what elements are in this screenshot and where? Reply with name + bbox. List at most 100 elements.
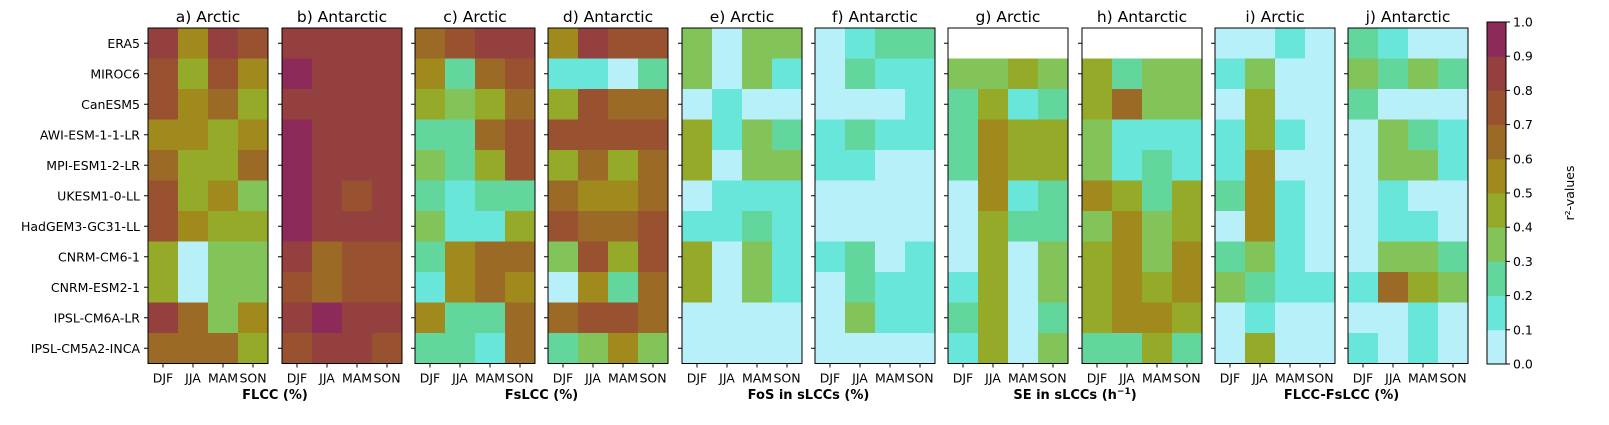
heatmap-cell [815,333,846,364]
heatmap-cell [1348,333,1379,364]
heatmap-cell [282,272,313,303]
heatmap-cell [712,272,743,303]
colorbar-swatch [1487,22,1506,57]
y-tick-label: UKESM1-0-LL [57,188,140,203]
heatmap-cell [1305,302,1336,334]
heatmap-cell [475,272,506,303]
heatmap-cell [208,272,239,303]
panel-10: j) Antarctic DJF JJA MAM SON [1344,8,1469,386]
heatmap-cell [1082,89,1113,120]
heatmap-cell [1038,302,1069,334]
heatmap-cell [548,119,579,151]
heatmap-cell [1275,28,1306,59]
heatmap-cell [178,180,209,212]
heatmap-cell [1275,333,1306,364]
heatmap-cell [772,302,803,334]
heatmap-cell [772,89,803,120]
heatmap-cell [148,150,179,181]
heatmap-cell [712,211,743,242]
heatmap-cell [978,333,1009,364]
heatmap-cell [415,28,446,59]
panel-2: b) Antarctic DJF JJA MAM SON [278,8,403,386]
heatmap-cell [548,333,579,364]
heatmap-cell [475,28,506,59]
heatmap-cell [505,333,536,364]
colorbar-tick-label: 0.7 [1513,117,1533,132]
heatmap-cell [342,89,373,120]
heatmap-cell [1305,241,1336,273]
heatmap-cell [475,119,506,151]
heatmap-cell [948,211,979,242]
heatmap-cell [1008,302,1039,334]
heatmap-cell [1245,150,1276,181]
heatmap-cell [1112,28,1143,59]
heatmap-cell [548,180,579,212]
heatmap-cell [282,211,313,242]
heatmap-cell [342,28,373,59]
heatmap-cell [712,119,743,151]
panel-title: h) Antarctic [1097,8,1187,26]
panel-title: i) Arctic [1245,8,1304,26]
heatmap-cell [208,150,239,181]
heatmap-cell [1082,272,1113,303]
heatmap-cell [1172,241,1203,273]
heatmap-cell [1172,211,1203,242]
heatmap-cell [1172,302,1203,334]
panel-4: d) Antarctic DJF JJA MAM SON [544,8,669,386]
heatmap-cell [1438,333,1469,364]
heatmap-cell [475,180,506,212]
heatmap-cell [772,211,803,242]
heatmap-cell [875,302,906,334]
heatmap-cell [742,150,773,181]
heatmap-cell [1142,58,1173,90]
heatmap-cell [578,180,609,212]
heatmap-cell [815,272,846,303]
colorbar-tick-label: 0.2 [1513,288,1533,303]
heatmap-cell [578,150,609,181]
heatmap-cell [905,28,936,59]
heatmap-cell [282,150,313,181]
heatmap-cell [905,58,936,90]
x-tick-label: DJF [820,371,841,386]
heatmap-cell [548,89,579,120]
heatmap-cell [948,119,979,151]
heatmap-cell [905,272,936,303]
heatmap-cell [1112,180,1143,212]
heatmap-cell [1275,58,1306,90]
heatmap-cell [1408,241,1439,273]
heatmap-cell [505,28,536,59]
heatmap-cell [845,272,876,303]
heatmap-cell [845,58,876,90]
panel-title: d) Antarctic [563,8,653,26]
heatmap-cell [372,89,403,120]
heatmap-cell [1082,150,1113,181]
heatmap-cell [148,241,179,273]
group-label: FLCC-FsLCC (%) [1284,388,1399,403]
heatmap-cell [712,28,743,59]
heatmap-cell [312,302,343,334]
heatmap-cell [815,150,846,181]
heatmap-cell [638,180,669,212]
heatmap-cell [638,89,669,120]
heatmap-cell [978,28,1009,59]
heatmap-cell [1172,28,1203,59]
x-tick-label: DJF [953,371,974,386]
heatmap-cell [1275,302,1306,334]
heatmap-cell [208,241,239,273]
heatmap-cell [815,241,846,273]
heatmap-cell [772,119,803,151]
heatmap-cell [845,150,876,181]
heatmap-cell [608,89,639,120]
heatmap-cell [978,89,1009,120]
y-tick-label: CNRM-ESM2-1 [51,280,140,295]
heatmap-cell [905,241,936,273]
heatmap-cell [578,119,609,151]
heatmap-cell [1348,272,1379,303]
heatmap-cell [742,272,773,303]
heatmap-cell [1245,58,1276,90]
heatmap-cell [282,241,313,273]
heatmap-cell [1008,119,1039,151]
heatmap-cell [1408,333,1439,364]
heatmap-cell [905,150,936,181]
x-tick-label: JJA [984,371,1001,386]
